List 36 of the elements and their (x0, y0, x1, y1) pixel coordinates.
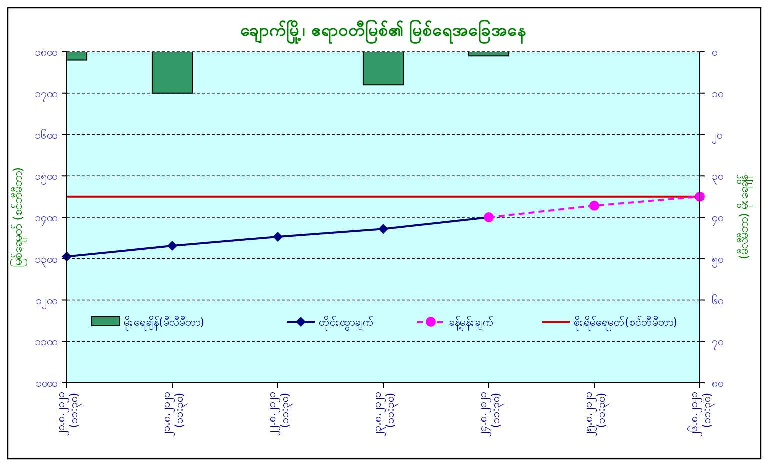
y-tick-label: ၁၄၀၀ (35, 212, 57, 226)
y-tick-label: ၁၆၀၀ (35, 128, 57, 142)
point (273, 232, 283, 242)
y2-tick-label: ၆၀ (712, 294, 723, 308)
y-tick-label: ၁၅၀၀ (35, 170, 57, 186)
y2-axis-title: (မီလီမီတာ) မိုးရေချိန် (736, 174, 754, 260)
point (378, 224, 388, 234)
y2-tick-label: ၃၀ (712, 170, 723, 186)
legend-label: မိုးရေချိန်(မီလီမီတာ) (124, 316, 205, 331)
y-tick-label: ၁၃၀၀ (35, 252, 57, 268)
chart-title: ချောက်မြို့၊ ဧရာဝတီမြစ်၏ မြစ်ရေအခြေအနေ (240, 18, 526, 45)
y-tick-label: ၁၁၀၀ (35, 336, 57, 349)
legend-label: စိုးရိမ်ရေမှတ်(စင်တီမီတာ) (574, 316, 678, 331)
point (168, 241, 178, 252)
x-tick-label: ၂၂.၈.၂၀၂၀ (၁၁:၃၀) (266, 393, 294, 436)
x-tick-label: ၂၃.၈.၂၀၂၀ (၁၁:၃၀) (371, 393, 399, 437)
legend-label: တိုင်းထွာချက် (319, 316, 374, 331)
legend-label: ခန့်မှန်းချက် (449, 316, 494, 331)
y2-tick-label: ၈၀ (712, 377, 723, 390)
y2-tick-label: ၁၀ (712, 87, 723, 100)
y2-tick-label: ၂၀ (712, 128, 722, 144)
point (590, 200, 600, 211)
y2-tick-label: ၄၀ (712, 212, 723, 226)
y-tick-label: ၁၂၀၀ (36, 294, 57, 310)
y-tick-label: ၁၈၀၀ (35, 46, 57, 59)
x-tick-label: ၂၅.၈.၂၀၂၀ (၁၁:၃၀) (582, 393, 610, 437)
y2-tick-label: ၇၀ (712, 336, 723, 351)
x-tick-label: ၂၆.၈.၂၀၂၀ (၁၁:၃၀) (688, 393, 716, 437)
y2-tick-label: ၅၀ (712, 252, 723, 268)
y-axis-title: မြစ်ရေမှတ် (စင်တီမီတာ) (9, 167, 28, 268)
y2-tick-label: ၀ (712, 46, 717, 59)
x-tick-label: ၂၁.၈.၂၀၂၀ (၁၁:၃၀) (160, 393, 188, 437)
y-tick-label: ၁၀၀၀ (36, 377, 57, 390)
y-tick-label: ၁၇၀၀ (35, 87, 57, 102)
x-tick-label: ၂၄.၈.၂၀၂၀ (၁၁:၃၀) (476, 393, 504, 437)
x-tick-label: ၂၀.၈.၂၀၂၀ (၁၁:၃၀) (54, 393, 82, 436)
